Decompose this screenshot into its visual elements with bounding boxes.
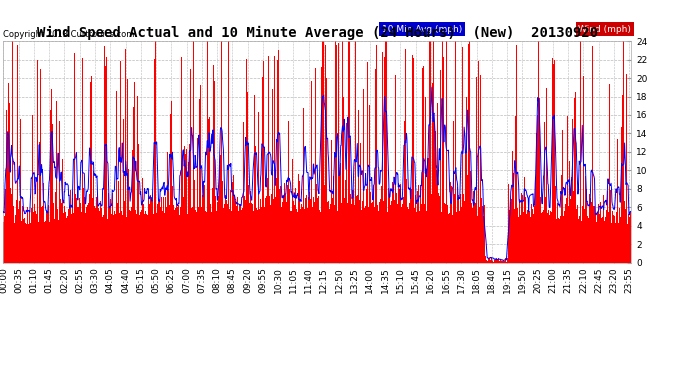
Text: Wind (mph): Wind (mph) [578,24,631,33]
Text: 10 Min Avg (mph): 10 Min Avg (mph) [382,24,462,33]
Title: Wind Speed Actual and 10 Minute Average (24 Hours)  (New)  20130920: Wind Speed Actual and 10 Minute Average … [37,26,598,40]
Text: Copyright 2013 Curtronics.com: Copyright 2013 Curtronics.com [3,30,135,39]
